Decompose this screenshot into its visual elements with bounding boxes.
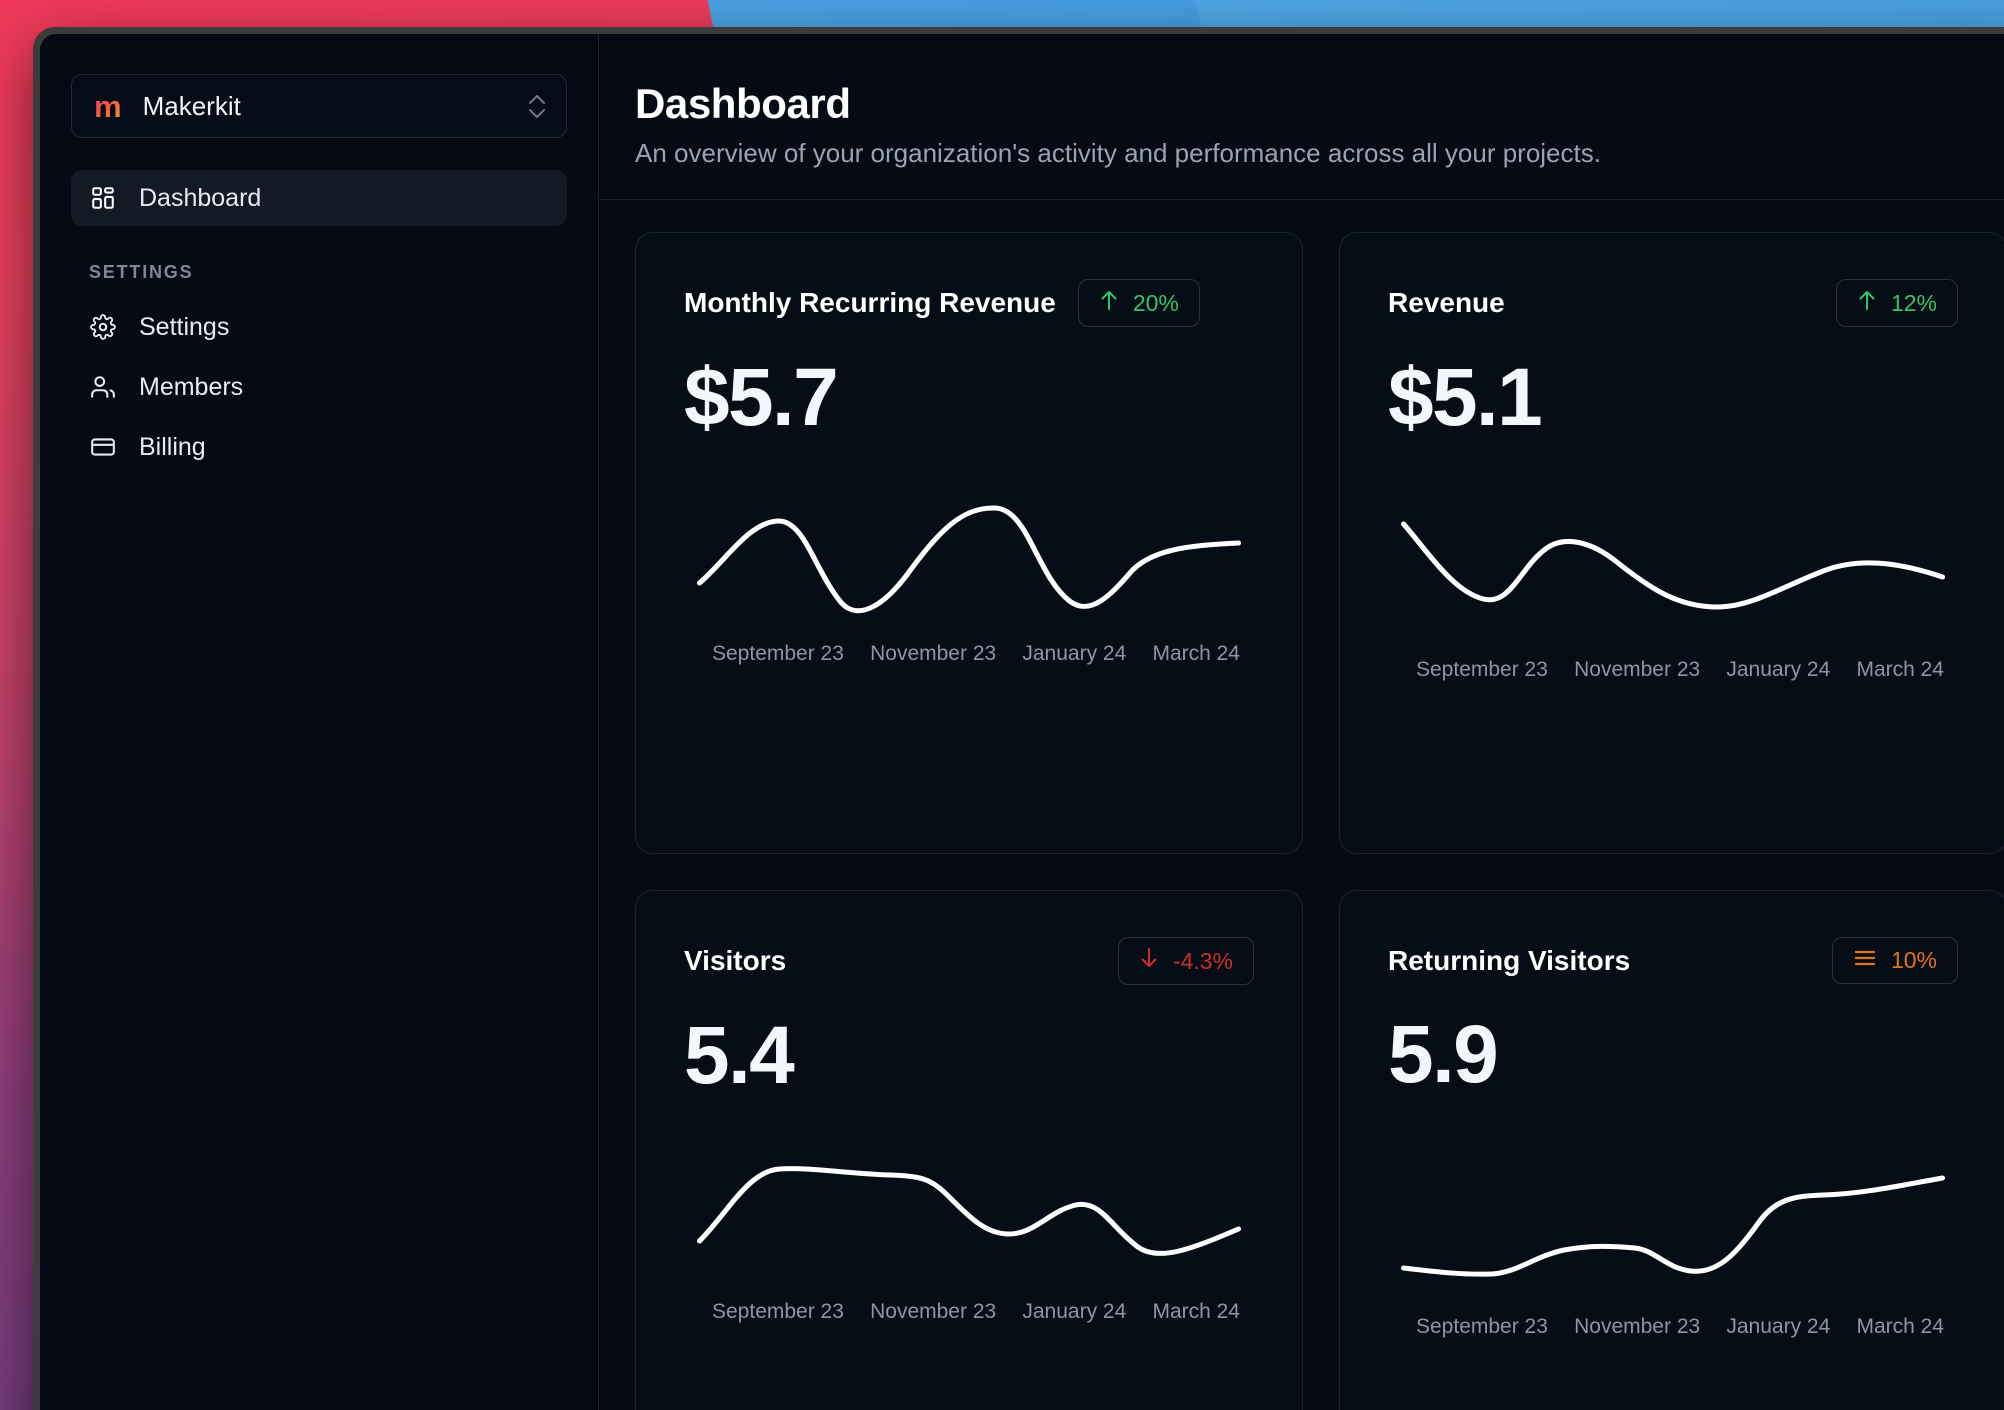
sidebar-nav-settings: Settings Members (71, 299, 567, 475)
stat-card-monthly-recurring-revenue: Monthly Recurring Revenue 20% $5.7 (635, 232, 1303, 854)
sidebar-item-members[interactable]: Members (71, 359, 567, 415)
app-window: m Makerkit (40, 34, 2004, 1410)
axis-tick-label: September 23 (1416, 1315, 1548, 1338)
axis-tick-label: September 23 (712, 1300, 844, 1323)
sidebar-item-settings[interactable]: Settings (71, 299, 567, 355)
sparkline-chart: September 23 November 23 January 24 Marc… (1388, 499, 1958, 682)
status-badge: 12% (1835, 279, 1958, 327)
arrow-down-icon (1139, 947, 1159, 975)
layout-grid-icon (89, 184, 117, 212)
sidebar-item-billing[interactable]: Billing (71, 419, 567, 475)
sparkline-axis: September 23 November 23 January 24 Marc… (1388, 658, 1958, 682)
badge-value: 10% (1890, 947, 1937, 973)
card-title: Returning Visitors (1388, 944, 1631, 976)
axis-tick-label: November 23 (870, 642, 997, 665)
card-value: $5.7 (684, 352, 839, 443)
card-value: 5.9 (1388, 1009, 1499, 1100)
sparkline-svg (696, 505, 1242, 614)
card-header: Monthly Recurring Revenue 20% (684, 279, 1254, 327)
arrow-up-icon (1857, 289, 1877, 317)
card-header: Returning Visitors 10% (1388, 937, 1958, 984)
stat-card-visitors: Visitors -4.3% 5.4 (635, 890, 1303, 1410)
axis-tick-label: January 24 (1022, 642, 1127, 665)
sparkline-svg (1400, 1175, 1946, 1277)
credit-card-icon (89, 433, 117, 461)
sidebar-nav-primary: Dashboard (71, 170, 567, 226)
sidebar: m Makerkit (40, 34, 599, 1410)
sidebar-item-label: Billing (139, 432, 206, 461)
sparkline-svg (696, 1166, 1242, 1256)
makerkit-logo-icon: m (94, 88, 122, 124)
badge-value: 12% (1890, 289, 1937, 316)
axis-tick-label: March 24 (1152, 642, 1240, 665)
sidebar-item-label: Members (139, 372, 244, 401)
sparkline-axis: September 23 November 23 January 24 Marc… (684, 1300, 1254, 1324)
sparkline-chart: September 23 November 23 January 24 Marc… (684, 483, 1254, 666)
axis-tick-label: November 23 (1574, 1315, 1701, 1338)
browser-window-frame: m Makerkit (33, 27, 2004, 1410)
sparkline-chart: September 23 November 23 January 24 Marc… (684, 1141, 1254, 1324)
card-value: 5.4 (684, 1010, 795, 1101)
page-title: Dashboard (635, 80, 851, 127)
axis-tick-label: January 24 (1022, 1300, 1127, 1323)
axis-tick-label: March 24 (1856, 658, 1944, 681)
card-title: Visitors (684, 945, 787, 976)
badge-value: 20% (1132, 289, 1179, 316)
organization-switcher[interactable]: m Makerkit (71, 74, 567, 138)
status-badge: 10% (1831, 937, 1958, 984)
card-header: Visitors -4.3% (684, 937, 1254, 985)
axis-tick-label: March 24 (1856, 1315, 1944, 1338)
axis-tick-label: January 24 (1726, 658, 1831, 681)
page-header: Dashboard An overview of your organizati… (599, 34, 2004, 200)
sidebar-item-label: Dashboard (139, 183, 262, 212)
arrow-up-icon (1099, 289, 1119, 317)
sparkline-axis: September 23 November 23 January 24 Marc… (684, 642, 1254, 666)
axis-tick-label: September 23 (712, 642, 844, 665)
card-header: Revenue 12% (1388, 279, 1958, 327)
stat-card-revenue: Revenue 12% $5.1 (1339, 232, 2004, 854)
sidebar-item-label: Settings (139, 312, 230, 341)
axis-tick-label: March 24 (1152, 1300, 1240, 1323)
sparkline-axis: September 23 November 23 January 24 Marc… (1388, 1315, 1958, 1339)
gear-icon (89, 313, 117, 341)
sidebar-item-dashboard[interactable]: Dashboard (71, 170, 567, 226)
users-icon (89, 373, 117, 401)
main-content: Dashboard An overview of your organizati… (599, 34, 2004, 1410)
status-badge: 20% (1077, 279, 1200, 327)
sparkline-svg (1400, 521, 1946, 610)
sidebar-section-settings-label: SETTINGS (89, 262, 194, 282)
card-title: Revenue (1388, 287, 1505, 318)
chevron-up-down-icon (528, 94, 546, 119)
stat-card-returning-visitors: Returning Visitors 10% 5.9 (1339, 890, 2004, 1410)
axis-tick-label: November 23 (870, 1300, 997, 1323)
stats-card-grid: Monthly Recurring Revenue 20% $5.7 (599, 200, 2004, 1410)
menu-lines-icon (1853, 947, 1877, 974)
axis-tick-label: January 24 (1726, 1315, 1831, 1338)
status-badge: -4.3% (1117, 937, 1254, 985)
card-title: Monthly Recurring Revenue (684, 287, 1056, 318)
axis-tick-label: November 23 (1574, 658, 1701, 681)
axis-tick-label: September 23 (1416, 658, 1548, 681)
badge-value: -4.3% (1172, 947, 1233, 974)
card-value: $5.1 (1388, 352, 1543, 443)
page-subtitle: An overview of your organization's activ… (635, 138, 1601, 168)
organization-name: Makerkit (142, 90, 241, 121)
sparkline-chart: September 23 November 23 January 24 Marc… (1388, 1156, 1958, 1339)
